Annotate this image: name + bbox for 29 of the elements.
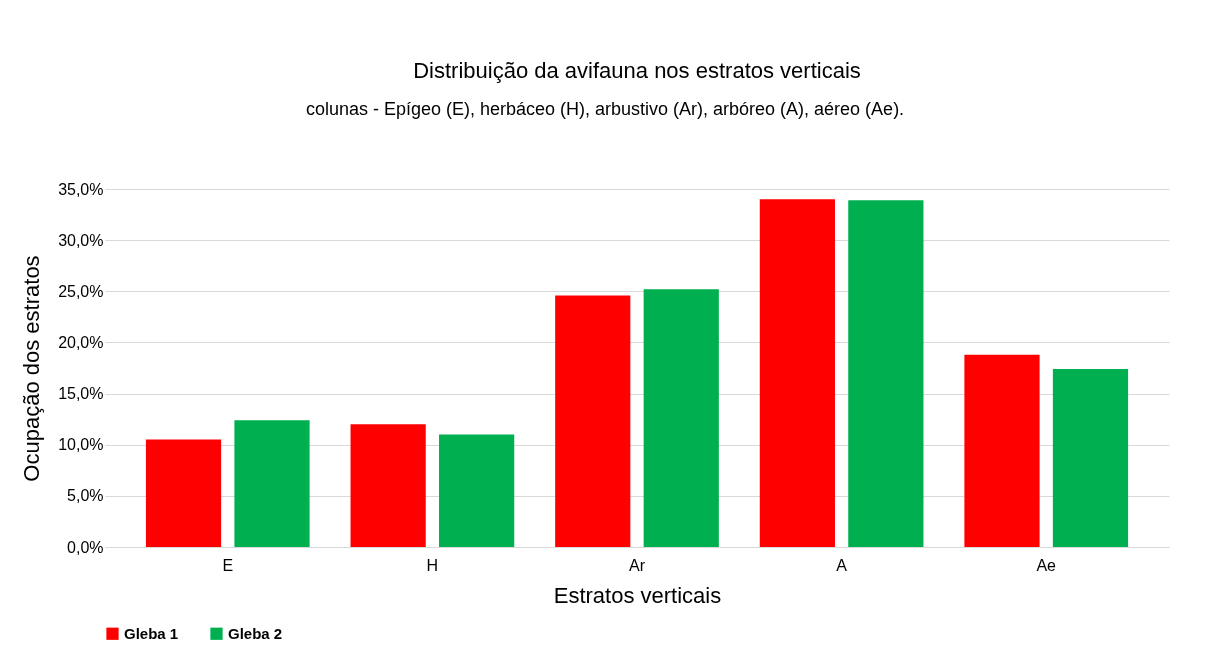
x-tick-label: E bbox=[222, 556, 234, 574]
legend-label: Gleba 2 bbox=[228, 624, 283, 642]
y-tick-label: 35,0% bbox=[58, 180, 104, 198]
y-axis-title: Ocupação dos estratos bbox=[19, 255, 45, 482]
bar bbox=[555, 295, 631, 547]
y-tick-label: 20,0% bbox=[58, 333, 104, 351]
x-axis-title: Estratos verticais bbox=[553, 582, 722, 608]
bar bbox=[643, 289, 719, 547]
bar bbox=[1052, 369, 1129, 547]
x-tick-label: Ar bbox=[629, 556, 646, 574]
bar bbox=[964, 354, 1040, 547]
x-tick-label: Ae bbox=[1036, 556, 1057, 574]
y-tick-label: 10,0% bbox=[58, 436, 104, 454]
y-tick-label: 0,0% bbox=[67, 538, 104, 556]
bar bbox=[145, 439, 222, 547]
x-tick-label: A bbox=[836, 556, 848, 574]
legend-label: Gleba 1 bbox=[124, 624, 179, 642]
y-tick-label: 15,0% bbox=[58, 385, 104, 403]
y-tick-label: 30,0% bbox=[58, 231, 104, 249]
bar bbox=[759, 199, 835, 547]
bar bbox=[234, 420, 310, 547]
text: colunas - Epígeo (E), herbáceo (H), arbustivo (Ar), arbóreo (A), aéreo (Ae). bbox=[305, 99, 905, 119]
bar bbox=[439, 434, 515, 547]
chart-title: Distribuição da avifauna nos estratos verticais bbox=[413, 58, 861, 83]
x-tick-label: H bbox=[426, 556, 439, 574]
bar bbox=[848, 200, 924, 547]
bar bbox=[350, 424, 426, 547]
y-tick-label: 25,0% bbox=[58, 282, 104, 300]
y-tick-label: 5,0% bbox=[67, 487, 104, 505]
